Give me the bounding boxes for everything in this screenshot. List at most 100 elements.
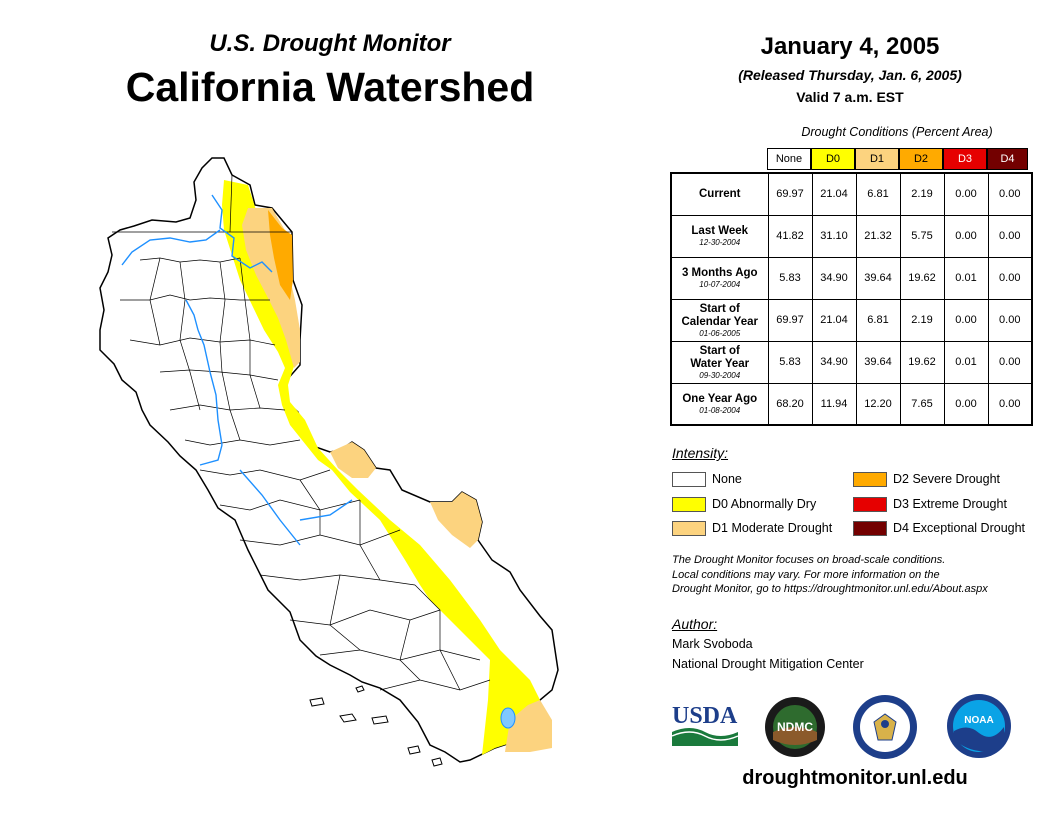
svg-text:USDA: USDA [672, 703, 738, 729]
table-cell: 0.01 [943, 256, 989, 300]
row-date: 12-30-2004 [699, 238, 741, 247]
column-header-d3: D3 [943, 148, 987, 170]
table-cell: 0.00 [943, 214, 989, 258]
table-cell: 0.00 [943, 172, 989, 216]
table-cell: 0.01 [943, 340, 989, 384]
islands [309, 685, 443, 767]
row-label-text: Water Year [690, 357, 750, 370]
row-label: Start of Water Year 09-30-2004 [670, 340, 769, 384]
ndmc-logo: NDMC [765, 697, 825, 757]
legend-swatch [672, 521, 706, 536]
table-row: Start of Water Year 09-30-2004 5.83 34.90 39.… [670, 340, 1033, 384]
row-label-text: Start of [699, 344, 740, 357]
row-label-text: Current [698, 187, 741, 200]
note-line: The Drought Monitor focuses on broad-sca… [672, 554, 946, 566]
table-cell: 34.90 [811, 340, 857, 384]
table-cell: 12.20 [855, 382, 901, 426]
row-date: 01-06-2005 [699, 328, 741, 338]
legend-title: Intensity: [672, 445, 729, 461]
table-cell: 5.75 [899, 214, 945, 258]
legend-label: D1 Moderate Drought [712, 521, 833, 535]
legend-label: D3 Extreme Drought [893, 497, 1007, 511]
table-cell: 6.81 [855, 298, 901, 342]
legend-label: D4 Exceptional Drought [893, 521, 1026, 535]
d1-area-south [505, 700, 552, 752]
row-label: Current [670, 172, 769, 216]
legend-label: D0 Abnormally Dry [712, 497, 817, 511]
table-cell: 0.00 [987, 256, 1033, 300]
commerce-seal-logo [853, 695, 917, 759]
table-cell: 41.82 [767, 214, 813, 258]
column-header-d0: D0 [811, 148, 855, 170]
column-header-none: None [767, 148, 811, 170]
table-cell: 0.00 [987, 214, 1033, 258]
table-cell: 2.19 [899, 172, 945, 216]
table-cell: 21.04 [811, 298, 857, 342]
column-header-d2: D2 [899, 148, 943, 170]
map-date: January 4, 2005 [760, 33, 940, 60]
release-date: (Released Thursday, Jan. 6, 2005) [738, 67, 962, 83]
table-cell: 31.10 [811, 214, 857, 258]
author-organization: National Drought Mitigation Center [672, 657, 864, 671]
row-label-text: One Year Ago [682, 392, 758, 405]
watershed-outline [99, 157, 559, 763]
usda-logo: USDA [671, 703, 739, 746]
table-row: Last Week 12-30-2004 41.82 31.10 21.32 5.75 0.… [670, 214, 1033, 258]
website-link[interactable]: droughtmonitor.unl.edu [742, 767, 968, 789]
legend-label: D2 Severe Drought [893, 472, 1001, 486]
table-row: Current 69.97 21.04 6.81 2.19 0.00 0.00 [670, 172, 1033, 216]
author-name: Mark Svoboda [672, 637, 753, 651]
column-header-d4: D4 [987, 148, 1028, 170]
column-header-d1: D1 [855, 148, 899, 170]
svg-text:NDMC: NDMC [777, 720, 813, 734]
row-label-text: Start of [699, 302, 740, 315]
d1-area-owens [430, 492, 482, 548]
row-label: One Year Ago 01-08-2004 [670, 382, 769, 426]
row-date: 09-30-2004 [699, 370, 741, 380]
table-cell: 7.65 [899, 382, 945, 426]
table-cell: 0.00 [943, 382, 989, 426]
table-cell: 5.83 [767, 256, 813, 300]
row-date: 01-08-2004 [699, 405, 741, 415]
table-cell: 0.00 [987, 172, 1033, 216]
note-line: Local conditions may vary. For more info… [672, 568, 940, 581]
table-cell: 39.64 [855, 340, 901, 384]
lake [500, 707, 516, 729]
table-cell: 19.62 [899, 340, 945, 384]
d1-area-east [330, 442, 376, 478]
noaa-logo: NOAA [947, 694, 1011, 758]
row-label: 3 Months Ago 10-07-2004 [670, 256, 769, 300]
rivers [121, 194, 353, 546]
legend-swatch [672, 497, 706, 512]
table-cell: 69.97 [767, 172, 813, 216]
subbasin-boundaries [112, 174, 491, 691]
table-cell: 0.00 [987, 340, 1033, 384]
table-cell: 21.04 [811, 172, 857, 216]
row-date: 10-07-2004 [699, 280, 741, 289]
table-cell: 68.20 [767, 382, 813, 426]
drought-conditions-table: Current 69.97 21.04 6.81 2.19 0.00 0.00 Last We… [670, 172, 1033, 426]
california-watershed-map [99, 157, 559, 767]
table-cell: 11.94 [811, 382, 857, 426]
table-cell: 39.64 [855, 256, 901, 300]
table-cell: 0.00 [987, 298, 1033, 342]
legend-swatch [853, 521, 887, 536]
table-cell: 34.90 [811, 256, 857, 300]
table-cell: 21.32 [855, 214, 901, 258]
row-label-text: Calendar Year [681, 315, 758, 328]
svg-text:NOAA: NOAA [964, 715, 993, 726]
legend-swatch [672, 472, 706, 487]
conditions-heading: Drought Conditions (Percent Area) [801, 125, 993, 139]
d2-area [268, 210, 293, 300]
map-title: California Watershed [125, 64, 535, 110]
table-row: Start of Calendar Year 01-06-2005 69.97 21.0… [670, 298, 1033, 342]
row-label-text: 3 Months Ago [681, 267, 758, 279]
table-cell: 69.97 [767, 298, 813, 342]
legend-swatch [853, 472, 887, 487]
table-cell: 0.00 [943, 298, 989, 342]
table-cell: 5.83 [767, 340, 813, 384]
legend-swatch [853, 497, 887, 512]
note-line: Drought Monitor, go to https://droughtmo… [672, 583, 988, 595]
table-cell: 0.00 [987, 382, 1033, 426]
disclaimer-note: The Drought Monitor focuses on broad-sca… [672, 553, 1042, 597]
